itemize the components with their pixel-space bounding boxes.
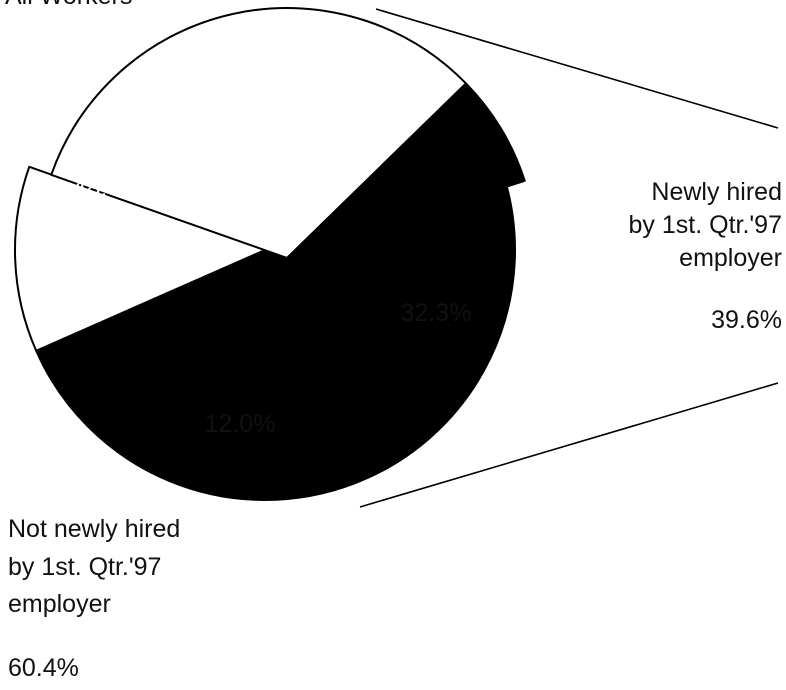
slice-12-0 [14, 165, 266, 352]
group-label-line: by 1st. Qtr.'97 [629, 211, 782, 239]
slice-7-3 [286, 82, 526, 259]
group-label-line: Not newly hired [8, 515, 180, 543]
slice-label-32-3: 32.3% [401, 299, 472, 327]
group-label-not-newly-hired: Not newly hired by 1st. Qtr.'97 employer… [8, 515, 180, 682]
chart-title: All Workers [5, 0, 132, 10]
slice-32-3 [50, 7, 467, 259]
slice-label-7-3: 7.3% [337, 90, 394, 118]
group-label-newly-hired: Newly hired by 1st. Qtr.'97 employer 39.… [629, 178, 782, 334]
group-label-line: by 1st. Qtr.'97 [8, 553, 161, 581]
slice-48-4 [35, 171, 516, 501]
group-total: 39.6% [711, 306, 782, 334]
group-label-line: employer [679, 244, 782, 272]
group-label-line: Newly hired [651, 178, 782, 206]
callout-line-top [375, 8, 779, 129]
callout-line-bottom [359, 382, 779, 508]
slice-label-48-4: 48.4% [73, 174, 144, 202]
group-label-line: employer [8, 590, 111, 618]
group-total: 60.4% [8, 654, 79, 682]
slice-label-12-0: 12.0% [205, 410, 276, 438]
